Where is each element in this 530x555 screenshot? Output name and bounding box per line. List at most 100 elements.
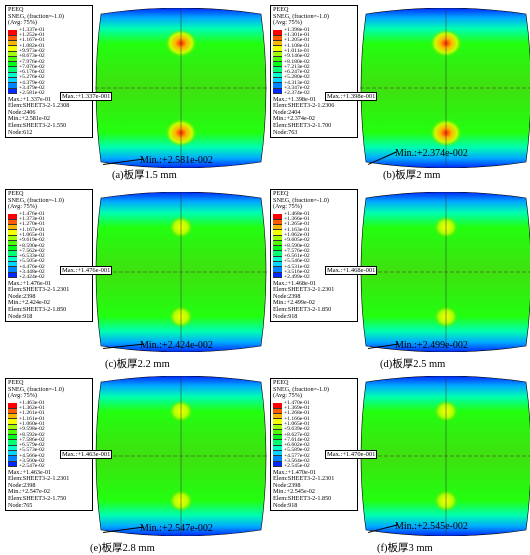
legend-tick: +8.592e-02 bbox=[19, 431, 45, 438]
color-swatch bbox=[273, 419, 282, 425]
legend-footer-line: Elem:SHEET3-2-1.2301 bbox=[8, 286, 70, 294]
legend-tick: +8.180e-02 bbox=[284, 58, 310, 65]
legend-tick: +1.062e-01 bbox=[284, 231, 310, 238]
legend-tick: +5.589e-02 bbox=[284, 447, 310, 454]
color-swatch bbox=[8, 88, 17, 94]
color-swatch bbox=[8, 256, 17, 263]
color-swatch bbox=[273, 267, 282, 273]
contour-legend: PEEQ SNEG, (fraction=-1.0) (Avg: 75%) +1.47… bbox=[5, 189, 93, 323]
legend-tick: +1.166e-01 bbox=[284, 415, 310, 422]
color-swatch bbox=[8, 72, 17, 79]
contour-plot bbox=[95, 192, 267, 352]
legend-title: PEEQ bbox=[8, 190, 24, 197]
panel-caption: (b)板厚2 mm bbox=[383, 170, 441, 181]
color-swatch bbox=[273, 429, 282, 436]
legend-scale: +1.476e-01 +1.373e-01 +1.270e-01 +1.167e-01… bbox=[8, 210, 90, 281]
color-swatch bbox=[273, 78, 282, 84]
legend-avg: (Avg: 75%) bbox=[8, 392, 37, 400]
color-swatch bbox=[8, 435, 17, 441]
color-swatch bbox=[273, 219, 282, 225]
color-swatch bbox=[273, 461, 282, 467]
legend-footer-line: Max.:+1.337e-01 bbox=[8, 95, 52, 103]
color-swatch bbox=[8, 440, 17, 446]
result-panel: PEEQ SNEG, (fraction=-1.0) (Avg: 75%) +1.39… bbox=[265, 0, 530, 184]
legend-scale: +1.337e-01 +1.252e-01 +1.167e-01 +1.082e-01… bbox=[8, 27, 90, 97]
legend-footer: Max.:+1.337e-01 Elem:SHEET3-2-1.2308 Node:… bbox=[8, 95, 90, 137]
legend-tick: +7.562e-02 bbox=[19, 247, 45, 254]
legend-tick: +1.362e-01 bbox=[19, 405, 45, 412]
color-bar bbox=[8, 30, 17, 94]
legend-tick: +1.468e-01 bbox=[284, 210, 310, 217]
color-swatch bbox=[8, 219, 17, 225]
color-swatch bbox=[8, 62, 17, 68]
contour-legend: PEEQ SNEG, (fraction=-1.0) (Avg: 75%) +1.39… bbox=[270, 5, 358, 139]
legend-tick: +6.561e-02 bbox=[284, 253, 310, 260]
legend-footer-line: Node:2398 bbox=[8, 292, 36, 300]
color-swatch bbox=[273, 88, 282, 94]
color-swatch bbox=[8, 51, 17, 57]
color-bar bbox=[8, 214, 17, 278]
color-swatch bbox=[273, 46, 282, 52]
color-bar bbox=[273, 214, 282, 278]
legend-tick: +3.347e-02 bbox=[284, 85, 310, 92]
color-swatch bbox=[8, 419, 17, 425]
color-swatch bbox=[273, 456, 282, 462]
min-label: Min.:+2.424e-002 bbox=[140, 340, 213, 351]
legend-tick: +9.619e-02 bbox=[19, 237, 45, 244]
legend-tick: +5.546e-02 bbox=[284, 258, 310, 265]
panel-caption: (f)板厚3 mm bbox=[377, 543, 433, 554]
min-label: Min.:+2.545e-002 bbox=[395, 521, 468, 532]
max-label: Max.:+1.337e-001 bbox=[60, 92, 113, 101]
plate-svg bbox=[95, 8, 267, 168]
legend-tick: +7.976e-02 bbox=[19, 58, 45, 65]
color-swatch bbox=[8, 230, 17, 236]
legend-tick: +6.533e-02 bbox=[19, 253, 45, 260]
legend-tick: +1.470e-01 bbox=[284, 399, 310, 406]
color-swatch bbox=[273, 51, 282, 57]
legend-footer-line: Max.:+1.476e-01 bbox=[8, 279, 52, 287]
color-swatch bbox=[8, 403, 17, 409]
legend-avg: (Avg: 75%) bbox=[8, 19, 37, 27]
panel-caption: (a)板厚1.5 mm bbox=[112, 170, 177, 181]
max-label: Max.:+1.398e-001 bbox=[325, 92, 378, 101]
legend-tick: +4.476e-02 bbox=[19, 263, 45, 270]
legend-footer-line: Elem:SHEET3-2-1.2301 bbox=[8, 475, 70, 483]
color-bar bbox=[273, 30, 282, 94]
color-swatch bbox=[273, 224, 282, 231]
legend-tick: +9.605e-02 bbox=[284, 237, 310, 244]
legend-tick: +2.581e-02 bbox=[19, 90, 45, 97]
color-swatch bbox=[273, 72, 282, 79]
legend-tick: +9.146e-02 bbox=[284, 53, 310, 60]
legend-scale: +1.470e-01 +1.369e-01 +1.268e-01 +1.166e-01… bbox=[273, 399, 355, 470]
plate-svg bbox=[360, 192, 530, 352]
legend-tick: +3.516e-02 bbox=[284, 269, 310, 276]
color-swatch bbox=[8, 445, 17, 452]
legend-tick: +1.476e-01 bbox=[19, 210, 45, 217]
legend-tick: +6.602e-02 bbox=[284, 442, 310, 449]
legend-footer-line: Elem:SHEET3-2-1.2308 bbox=[8, 102, 70, 110]
legend-footer-line: Node:2398 bbox=[8, 481, 36, 489]
legend-avg: (Avg: 75%) bbox=[273, 203, 302, 211]
color-swatch bbox=[273, 35, 282, 41]
legend-footer-line: Node:2398 bbox=[273, 292, 301, 300]
color-swatch bbox=[273, 30, 282, 36]
legend-subtitle: SNEG, (fraction=-1.0) bbox=[273, 12, 329, 20]
legend-footer: Max.:+1.476e-01 Elem:SHEET3-2-1.2301 Node:… bbox=[8, 279, 90, 321]
legend-ticks: +1.470e-01 +1.369e-01 +1.268e-01 +1.166e-01… bbox=[284, 399, 310, 470]
contour-plot bbox=[360, 192, 530, 352]
legend-footer-line: Min.:+2.581e-02 bbox=[8, 115, 50, 123]
max-label: Max.:+1.476e-001 bbox=[60, 266, 113, 275]
legend-tick: +1.366e-01 bbox=[284, 216, 310, 223]
legend-tick: +1.108e-01 bbox=[284, 42, 310, 49]
result-panel: PEEQ SNEG, (fraction=-1.0) (Avg: 75%) +1.47… bbox=[265, 368, 530, 554]
legend-scale: +1.398e-01 +1.301e-01 +1.205e-01 +1.108e-01… bbox=[273, 27, 355, 97]
legend-tick: +6.176e-02 bbox=[19, 69, 45, 76]
color-swatch bbox=[8, 456, 17, 462]
contour-plot bbox=[95, 376, 267, 536]
legend-tick: +1.463e-01 bbox=[19, 399, 45, 406]
legend-tick: +1.205e-01 bbox=[284, 37, 310, 44]
plate-svg bbox=[95, 192, 267, 352]
color-swatch bbox=[8, 30, 17, 36]
max-label: Max.:+1.463e-001 bbox=[60, 450, 113, 459]
color-swatch bbox=[273, 408, 282, 414]
